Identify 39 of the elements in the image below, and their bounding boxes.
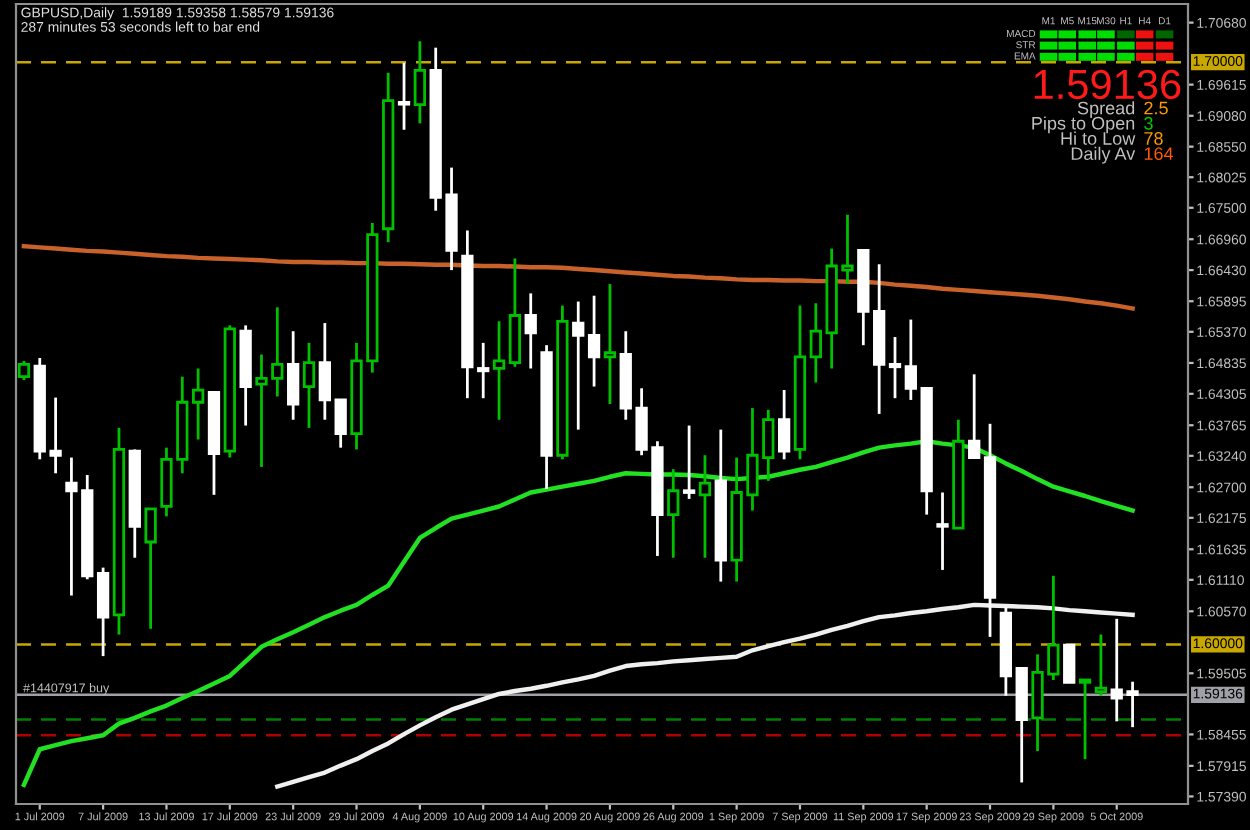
line-series <box>21 439 1135 788</box>
line-series <box>21 243 1135 311</box>
candlestick <box>524 291 537 370</box>
candlestick <box>936 491 949 572</box>
candlestick <box>492 319 506 422</box>
line-series <box>275 602 1135 789</box>
annotation: Pips to Open <box>1032 116 1135 134</box>
candlestick <box>334 398 347 450</box>
text: 78 <box>1144 132 1163 145</box>
annotation: Daily Av <box>1071 146 1136 164</box>
candlestick <box>572 300 585 432</box>
candlestick <box>508 257 522 369</box>
candlestick <box>968 372 981 459</box>
candlestick <box>287 329 300 422</box>
text: 164 <box>1144 147 1174 161</box>
candlestick <box>318 321 331 422</box>
candlestick <box>888 335 902 400</box>
candlestick <box>904 318 917 402</box>
candlestick <box>809 301 822 384</box>
candlestick <box>1094 633 1108 698</box>
candlestick <box>397 61 411 132</box>
candlestick <box>191 367 205 441</box>
candlestick <box>587 294 601 388</box>
candlestick <box>667 467 680 560</box>
candlestick <box>1078 678 1092 761</box>
candlestick <box>1063 643 1076 684</box>
candlestick <box>698 453 712 560</box>
candlestick <box>777 388 791 461</box>
annotation: Hi to Low <box>1061 131 1136 145</box>
candlestick <box>302 341 316 430</box>
candlestick <box>413 39 427 125</box>
candlestick <box>682 424 696 501</box>
text: 2.5 <box>1144 101 1168 115</box>
candlestick <box>96 566 110 658</box>
candlestick <box>603 282 617 406</box>
candlestick <box>17 359 31 382</box>
annotation: 1.59136 <box>1034 69 1181 100</box>
text: 3 <box>1144 116 1153 130</box>
annotation: Spread <box>1077 101 1135 119</box>
